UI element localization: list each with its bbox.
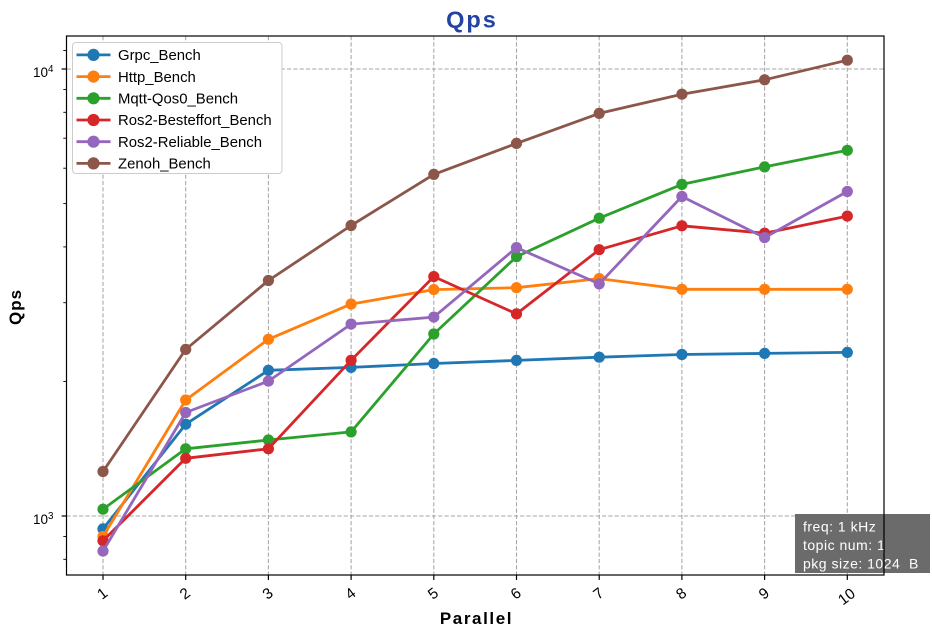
svg-text:Grpc_Bench: Grpc_Bench — [118, 48, 201, 64]
svg-text:Parallel: Parallel — [440, 609, 513, 628]
svg-text:Mqtt-Qos0_Bench: Mqtt-Qos0_Bench — [118, 92, 238, 108]
svg-text:Ros2-Reliable_Bench: Ros2-Reliable_Bench — [118, 135, 262, 151]
svg-text:pkg size: 1024 B: pkg size: 1024 B — [803, 556, 919, 572]
svg-text:freq: 1 kHz: freq: 1 kHz — [803, 518, 876, 534]
svg-text:Qps: Qps — [446, 7, 498, 33]
svg-text:Zenoh_Bench: Zenoh_Bench — [118, 157, 211, 173]
svg-text:Ros2-Besteffort_Bench: Ros2-Besteffort_Bench — [118, 113, 272, 129]
svg-text:10: 10 — [835, 585, 859, 609]
svg-text:topic num: 1: topic num: 1 — [803, 537, 885, 553]
svg-text:Http_Bench: Http_Bench — [118, 70, 196, 86]
svg-text:Qps: Qps — [6, 289, 25, 325]
